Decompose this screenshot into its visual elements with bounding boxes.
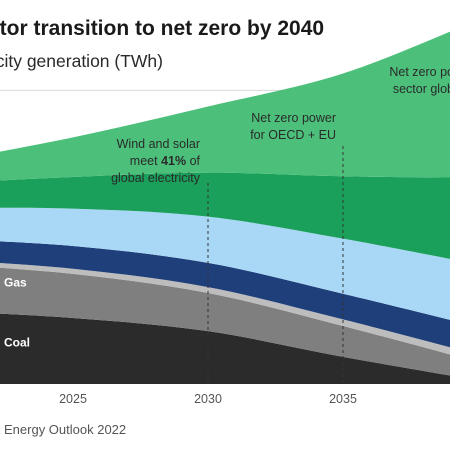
annotation-text: Net zero power bbox=[251, 111, 336, 125]
annotation-layer: Wind and solar meet 41% of global electric… bbox=[111, 65, 450, 384]
x-tick-layer: 2025 2030 2035 bbox=[59, 392, 357, 406]
area-layer bbox=[0, 31, 450, 385]
annotation-text: sector glob bbox=[393, 82, 450, 96]
area-series-4 bbox=[0, 207, 450, 320]
chart-subtitle: ricity generation (TWh) bbox=[0, 51, 163, 71]
area-series-3 bbox=[0, 241, 450, 348]
annotation-text: Wind and solar bbox=[117, 137, 200, 151]
area-series-0 bbox=[0, 313, 450, 385]
source-note: Energy Outlook 2022 bbox=[4, 422, 127, 437]
x-tick-label: 2035 bbox=[329, 392, 357, 406]
series-label-layer: Coal Gas bbox=[4, 275, 30, 349]
series-label-coal: Coal bbox=[4, 335, 30, 349]
area-series-6 bbox=[0, 31, 450, 181]
chart-title: ctor transition to net zero by 2040 bbox=[0, 17, 325, 40]
annotation-text: meet 41% of bbox=[130, 154, 201, 168]
x-tick-label: 2030 bbox=[194, 392, 222, 406]
area-series-5 bbox=[0, 172, 450, 259]
annotation-text: Net zero po bbox=[389, 65, 450, 79]
x-tick-label: 2025 bbox=[59, 392, 87, 406]
annotation-text: global electricity bbox=[111, 171, 201, 185]
area-series-1 bbox=[0, 267, 450, 376]
series-label-gas: Gas bbox=[4, 275, 27, 289]
annotation-text: for OECD + EU bbox=[250, 128, 336, 142]
